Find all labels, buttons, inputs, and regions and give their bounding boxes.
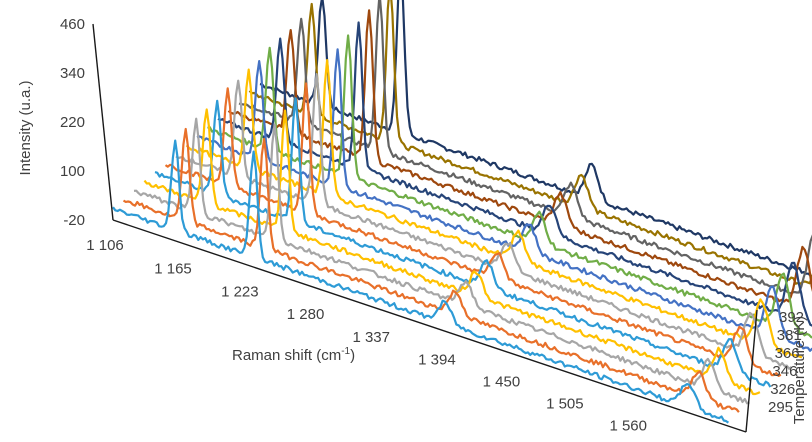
x-axis-title-sup: -1 [341, 346, 350, 357]
z-tick-label: 381 [777, 327, 802, 344]
x-axis-title: Raman shift (cm-1) [232, 346, 355, 364]
z-axis-title: Temperature (K) [791, 316, 808, 424]
y-axis-title: Intensity (u.a.) [17, 80, 34, 175]
series-line [122, 127, 740, 413]
x-tick-label: 1 223 [221, 284, 259, 301]
x-tick-label: 1 560 [609, 417, 647, 434]
z-axis-line [745, 309, 758, 433]
y-tick-label: 220 [60, 114, 85, 131]
y-tick-labels: -20 100 220 340 460 [60, 16, 85, 229]
y-tick-label: 460 [60, 16, 85, 33]
y-tick-label: -20 [63, 212, 85, 229]
x-tick-label: 1 505 [546, 396, 584, 413]
x-tick-label: 1 165 [154, 260, 192, 277]
x-tick-label: 1 280 [287, 306, 325, 323]
x-tick-label: 1 394 [418, 351, 456, 368]
z-tick-label: 295 [768, 399, 793, 416]
series-line [112, 139, 730, 424]
x-tick-labels: 1 106 1 165 1 223 1 280 1 337 1 394 1 450 1 505… [86, 237, 709, 442]
x-tick-label: 1 450 [483, 374, 521, 391]
z-tick-label: 366 [775, 345, 800, 362]
series-line [133, 117, 750, 405]
x-tick-label: 1 106 [86, 237, 124, 254]
z-tick-label: 392 [779, 309, 804, 326]
z-tick-label: 346 [772, 363, 797, 380]
x-tick-label: 1 337 [352, 329, 390, 346]
y-tick-label: 100 [60, 163, 85, 180]
x-axis-line [112, 219, 747, 433]
z-tick-label: 326 [770, 381, 795, 398]
x-axis-title-end: ) [350, 347, 355, 364]
series-layer [112, 0, 812, 424]
x-axis-title-main: Raman shift (cm [232, 347, 341, 364]
x-tick-label: 1 614 [672, 439, 710, 442]
y-axis-line [92, 23, 114, 221]
y-tick-label: 340 [60, 65, 85, 82]
